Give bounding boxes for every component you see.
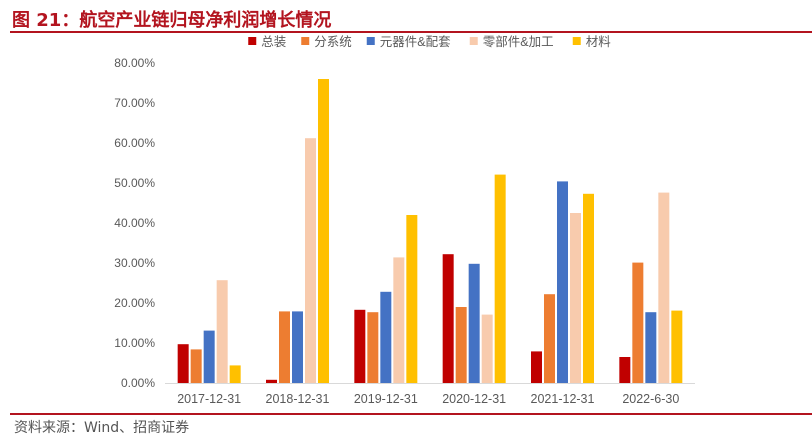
bar [442,254,454,383]
legend-swatch [366,37,375,45]
bar [557,181,568,383]
bar [380,291,392,383]
legend-swatch [248,37,257,45]
x-tick-label: 2021-12-31 [531,392,595,406]
bar [570,213,581,383]
y-tick-label: 30.00% [114,256,155,270]
y-tick-label: 70.00% [114,96,155,110]
legend-label: 材料 [586,35,612,49]
figure-title: 图 21：航空产业链归母净利润增长情况 [12,10,332,31]
legend-label: 零部件&加工 [483,34,554,49]
bar [531,351,542,383]
y-tick-label: 60.00% [114,136,155,150]
y-tick-label: 0.00% [121,376,155,390]
legend-swatch [572,37,581,45]
x-tick-label: 2020-12-31 [442,392,506,406]
bar [229,365,241,383]
y-tick-label: 80.00% [114,56,155,70]
bar [645,312,657,383]
y-tick-label: 50.00% [114,176,155,190]
y-tick-label: 40.00% [114,216,155,230]
legend-label: 总装 [261,35,286,49]
bar [671,310,683,383]
bar [632,262,644,383]
bar [481,314,493,383]
bar [455,307,467,383]
x-tick-label: 2022-6-30 [622,392,679,406]
y-tick-label: 10.00% [114,336,155,350]
bar [468,263,480,383]
x-tick-label: 2017-12-31 [177,392,241,406]
x-tick-label: 2019-12-31 [354,392,418,406]
bar [406,215,418,383]
bar [354,309,366,383]
title-rule [10,31,812,33]
bar [318,79,329,383]
legend-swatch [469,37,478,45]
bar [292,311,303,383]
source-rule [10,413,812,415]
x-tick-label: 2018-12-31 [266,392,330,406]
bar [583,193,594,383]
bar [494,174,506,383]
legend-label: 元器件&配套 [380,34,451,49]
bar [393,257,405,383]
bar [177,344,189,383]
bar [266,379,277,383]
bar [279,311,290,383]
bar [367,312,379,383]
bar [658,192,670,383]
y-tick-label: 20.00% [114,296,155,310]
bar [305,138,316,383]
source-note: 资料来源：Wind、招商证券 [14,420,190,436]
bar [619,357,631,383]
bar [216,280,228,383]
bar [544,294,555,383]
legend-label: 分系统 [314,35,352,49]
bar [203,330,215,383]
legend-swatch [301,37,310,45]
bar [190,349,202,383]
